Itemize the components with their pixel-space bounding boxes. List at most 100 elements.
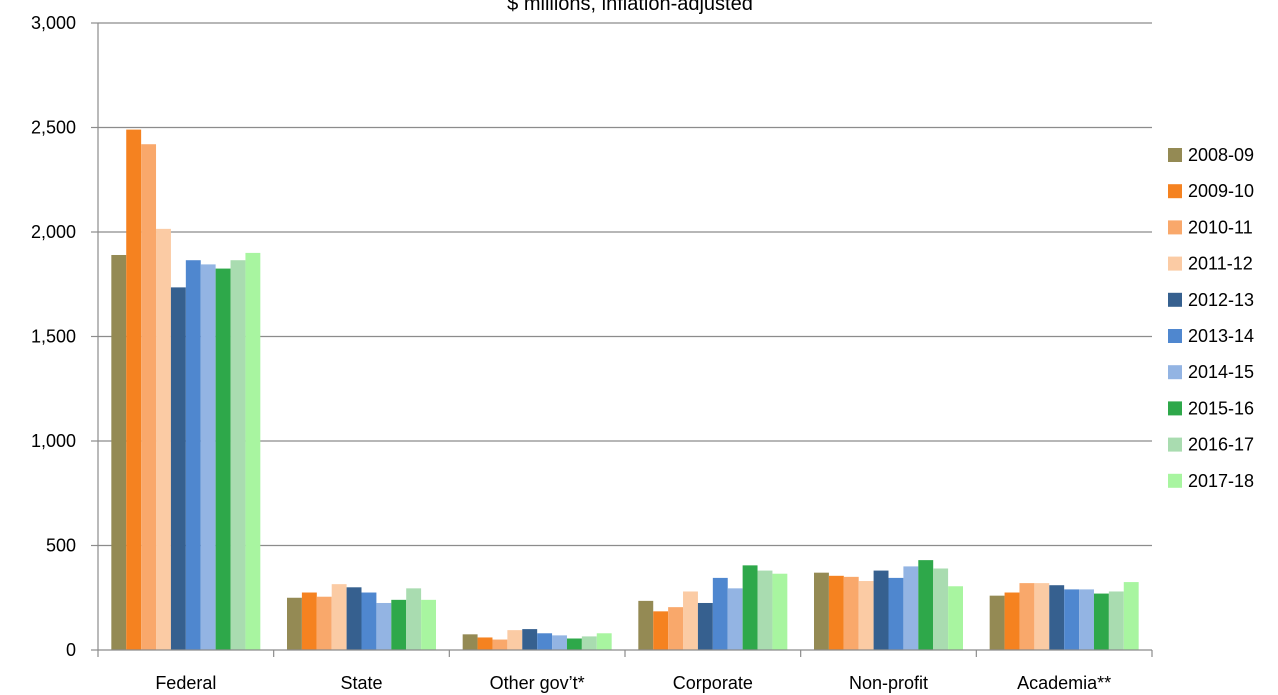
- bar-2010-11-non-profit: [843, 576, 859, 650]
- x-tick-label: Other gov’t*: [490, 673, 585, 693]
- legend-swatch: [1168, 401, 1182, 416]
- x-axis-ticks: Federal State Other gov’t* Corporate Non-pro…: [97, 650, 1153, 693]
- bar-2011-12-other-gov-t-: [507, 630, 523, 650]
- bar-2011-12-non-profit: [858, 581, 874, 650]
- legend-label: 2017-18: [1188, 471, 1254, 491]
- bar-2012-13-other-gov-t-: [522, 629, 538, 650]
- bar-2016-17-federal: [230, 260, 246, 650]
- bars: [111, 129, 1139, 651]
- y-tick-label: 3,000: [31, 13, 76, 33]
- bar-2012-13-non-profit: [873, 570, 889, 650]
- legend-swatch: [1168, 437, 1182, 452]
- bar-2014-15-other-gov-t-: [552, 635, 567, 650]
- x-tick-label: Academia**: [1017, 673, 1111, 693]
- legend-swatch: [1168, 473, 1182, 488]
- legend-label: 2014-15: [1188, 362, 1254, 382]
- bar-2017-18-federal: [245, 252, 261, 650]
- bar-2017-18-corporate: [772, 573, 788, 650]
- y-tick-label: 1,000: [31, 431, 76, 451]
- bar-2015-16-corporate: [742, 565, 758, 650]
- bar-2010-11-other-gov-t-: [492, 639, 508, 650]
- bar-2011-12-state: [331, 584, 347, 650]
- bar-2016-17-academia-: [1108, 591, 1124, 650]
- bar-2009-10-academia-: [1004, 592, 1020, 650]
- legend-label: 2010-11: [1188, 217, 1253, 237]
- bar-2008-09-non-profit: [814, 572, 829, 650]
- x-tick-label: Federal: [155, 673, 216, 693]
- legend-label: 2012-13: [1188, 290, 1254, 310]
- y-tick-label: 0: [66, 640, 76, 660]
- bar-2017-18-non-profit: [948, 586, 963, 650]
- bar-2017-18-academia-: [1123, 582, 1139, 650]
- bar-2014-15-corporate: [727, 588, 743, 650]
- bar-2016-17-state: [406, 588, 422, 650]
- bar-2008-09-federal: [111, 254, 127, 651]
- chart-subtitle: $ millions, inflation-adjusted: [507, 0, 753, 15]
- y-tick-label: 1,500: [31, 327, 76, 347]
- legend-label: 2013-14: [1188, 326, 1254, 346]
- legend-swatch: [1168, 148, 1182, 162]
- legend-label: 2008-09: [1188, 145, 1254, 165]
- bar-2016-17-corporate: [757, 570, 773, 650]
- bar-2013-14-academia-: [1064, 589, 1080, 650]
- bar-2013-14-state: [361, 592, 377, 650]
- bar-2015-16-other-gov-t-: [566, 638, 582, 650]
- bar-2017-18-other-gov-t-: [596, 633, 612, 650]
- bar-2010-11-state: [316, 596, 332, 650]
- y-tick-label: 2,000: [31, 222, 76, 242]
- legend-swatch: [1168, 256, 1182, 271]
- bar-2009-10-federal: [126, 129, 142, 651]
- bar-2014-15-academia-: [1079, 589, 1094, 650]
- legend-swatch: [1168, 220, 1182, 235]
- bar-2014-15-federal: [200, 264, 216, 650]
- legend: 2008-09 2009-10 2010-11 2011-12 2012-13 2013-…: [1168, 145, 1254, 491]
- bar-2017-18-state: [421, 599, 436, 650]
- bar-2014-15-state: [376, 602, 392, 650]
- legend-swatch: [1168, 365, 1182, 380]
- bar-2016-17-non-profit: [933, 568, 949, 650]
- legend-swatch: [1168, 184, 1182, 199]
- bar-2008-09-academia-: [989, 595, 1005, 650]
- legend-label: 2011-12: [1188, 254, 1253, 274]
- bar-2008-09-corporate: [638, 600, 654, 650]
- y-tick-label: 2,500: [31, 118, 76, 138]
- bar-2013-14-corporate: [712, 577, 728, 650]
- bar-2011-12-federal: [156, 228, 171, 650]
- bar-2016-17-other-gov-t-: [581, 636, 597, 650]
- legend-swatch: [1168, 292, 1182, 307]
- x-tick-label: Corporate: [673, 673, 753, 693]
- gridlines: [98, 22, 1152, 547]
- bar-2009-10-other-gov-t-: [477, 637, 493, 650]
- bar-2013-14-federal: [185, 260, 201, 650]
- bar-2009-10-corporate: [653, 611, 669, 650]
- bar-2012-13-corporate: [697, 602, 713, 650]
- x-tick-label: Non-profit: [849, 673, 928, 693]
- bar-2012-13-academia-: [1049, 585, 1065, 650]
- legend-label: 2016-17: [1188, 435, 1254, 455]
- bar-2009-10-state: [301, 592, 317, 650]
- bar-2008-09-other-gov-t-: [462, 634, 478, 650]
- bar-2011-12-corporate: [683, 591, 698, 650]
- bar-2015-16-state: [391, 599, 407, 650]
- bar-2012-13-federal: [170, 287, 186, 650]
- bar-2010-11-academia-: [1019, 583, 1035, 650]
- bar-2010-11-corporate: [668, 607, 684, 650]
- legend-label: 2009-10: [1188, 181, 1254, 201]
- legend-swatch: [1168, 329, 1182, 343]
- legend-label: 2015-16: [1188, 398, 1254, 418]
- bar-2015-16-academia-: [1093, 593, 1109, 650]
- y-tick-label: 500: [46, 536, 76, 556]
- x-tick-label: State: [340, 673, 382, 693]
- y-axis-ticks: 0 500 1,000 1,500 2,000 2,500 3,000: [31, 13, 98, 660]
- bar-2014-15-non-profit: [903, 566, 919, 650]
- bar-2015-16-non-profit: [918, 560, 934, 650]
- bar-2011-12-academia-: [1034, 583, 1050, 650]
- bar-2015-16-federal: [215, 268, 231, 650]
- bar-2008-09-state: [287, 597, 302, 650]
- bar-2013-14-non-profit: [888, 577, 904, 650]
- bar-2010-11-federal: [141, 144, 157, 650]
- bar-2009-10-non-profit: [828, 575, 844, 650]
- bar-2013-14-other-gov-t-: [537, 633, 553, 650]
- bar-2012-13-state: [346, 587, 362, 650]
